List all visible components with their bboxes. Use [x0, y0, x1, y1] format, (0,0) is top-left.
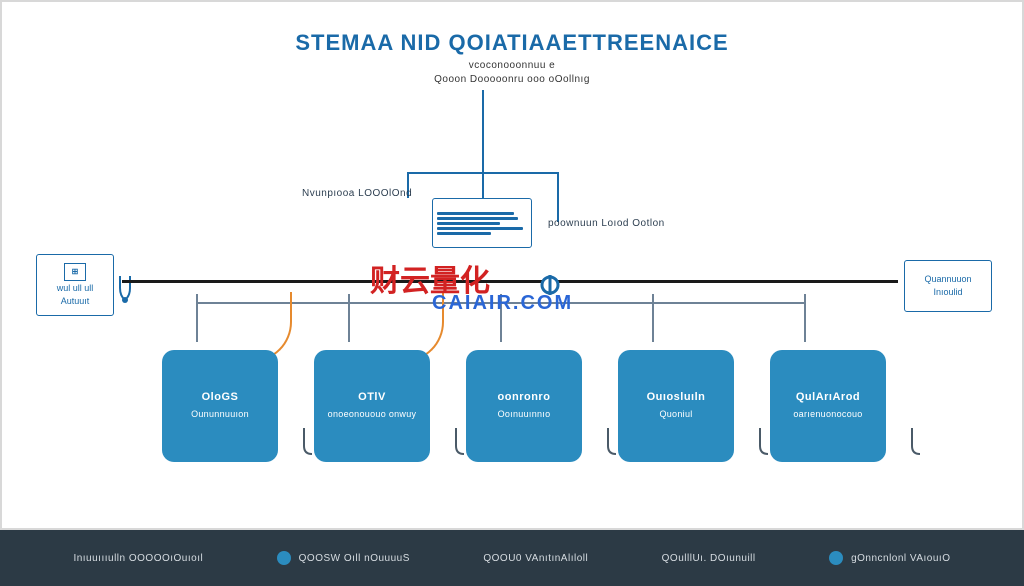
footer-legend-label: QOOSW Oıll nOuuuuS	[299, 553, 410, 564]
center-module-box	[432, 198, 532, 248]
diagram-title: STEMAA NID QOIATIAAETTREENAICE	[2, 30, 1022, 56]
center-box-bar	[437, 227, 523, 230]
main-pipe-line	[122, 280, 898, 283]
hook-icon	[908, 426, 926, 456]
pipe-joint-icon	[538, 273, 562, 297]
footer-legend-item: Inıuuıııulln OOOOOıOuıoıl	[73, 553, 203, 564]
legend-dot-icon	[829, 551, 843, 565]
right-box-line1: Quannuuon	[924, 274, 971, 285]
left-box-line1: wul ull ull	[57, 283, 94, 294]
card-row: OloGS Oununnuuıon OTlV onoeonououo onwuy oon…	[162, 350, 886, 462]
card-title: Ouıosluıln	[647, 391, 706, 403]
right-terminal-box: Quannuuon Inıoulid	[904, 260, 992, 312]
footer-legend-label: QOulllUı. DOıunuill	[662, 553, 756, 564]
diagram-subtitle-1: vcoconooonnuu e	[2, 60, 1022, 71]
card-subtitle: oarıenuonocouo	[793, 409, 862, 421]
center-box-bar	[437, 212, 514, 215]
card-subtitle: onoeonououo onwuy	[328, 409, 417, 421]
footer-legend-item: QOulllUı. DOıunuill	[662, 553, 756, 564]
left-box-line2: Autuuıt	[61, 296, 90, 307]
diagram-canvas: STEMAA NID QOIATIAAETTREENAICE vcoconooo…	[0, 0, 1024, 530]
module-card: QulArıArod oarıenuonocouo	[770, 350, 886, 462]
footer-legend-label: gOnncnlonl VAıouıO	[851, 553, 950, 564]
diagram-subtitle-2: Qooon Dooooonru ooo oOollnıg	[2, 74, 1022, 85]
footer-legend-item: QOOU0 VAnıtınAlıloll	[483, 553, 588, 564]
watermark-cn: 财云量化	[370, 256, 490, 300]
label-mid-right: poownuun Loıod Ootlon	[548, 218, 665, 229]
connector-upper-hline	[407, 172, 557, 174]
right-box-line2: Inıoulid	[933, 287, 962, 298]
footer-legend-label: Inıuuıııulln OOOOOıOuıoıl	[73, 553, 203, 564]
label-mid-left: Nvunpıooa LOOOlOnd	[302, 188, 412, 199]
legend-dot-icon	[277, 551, 291, 565]
module-card: OTlV onoeonououo onwuy	[314, 350, 430, 462]
hook-icon	[452, 426, 470, 456]
center-box-bar	[437, 222, 500, 225]
card-subtitle: Quoniul	[659, 409, 692, 421]
card-subtitle: Ooınuuınnıo	[498, 409, 551, 421]
card-title: oonronro	[498, 391, 551, 403]
module-card: oonronro Ooınuuınnıo	[466, 350, 582, 462]
module-card: Ouıosluıln Quoniul	[618, 350, 734, 462]
card-title: OTlV	[358, 391, 386, 403]
tap-icon-left	[116, 274, 134, 304]
hook-icon	[604, 426, 622, 456]
card-subtitle: Oununnuuıon	[191, 409, 249, 421]
left-terminal-box: ⊞ wul ull ull Autuuıt	[36, 254, 114, 316]
footer-legend: Inıuuıııulln OOOOOıOuıoıl QOOSW Oıll nOuu…	[0, 530, 1024, 586]
hook-icon	[300, 426, 318, 456]
center-box-bar	[437, 217, 518, 220]
module-card: OloGS Oununnuuıon	[162, 350, 278, 462]
connector-under-hline	[196, 302, 806, 304]
connector-upper-vright	[557, 172, 559, 222]
card-title: OloGS	[202, 391, 239, 403]
center-box-bar	[437, 232, 491, 235]
footer-legend-label: QOOU0 VAnıtınAlıloll	[483, 553, 588, 564]
footer-legend-item: QOOSW Oıll nOuuuuS	[277, 551, 410, 565]
hook-icon	[756, 426, 774, 456]
grid-icon: ⊞	[64, 263, 86, 281]
footer-legend-item: gOnncnlonl VAıouıO	[829, 551, 950, 565]
connector-title-vline	[482, 90, 484, 198]
card-title: QulArıArod	[796, 391, 860, 403]
